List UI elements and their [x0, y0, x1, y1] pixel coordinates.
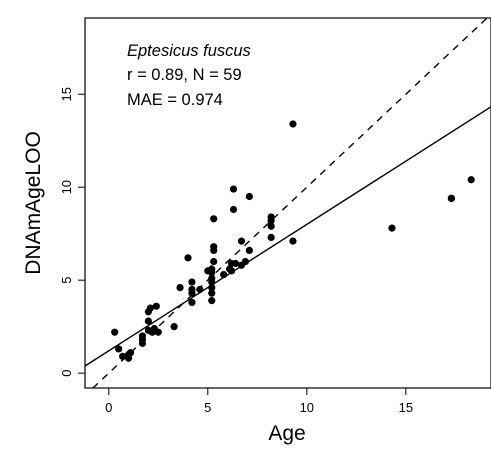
- data-point: [210, 215, 218, 223]
- data-point: [227, 267, 236, 275]
- data-point: [144, 317, 152, 325]
- x-tick-label: 10: [300, 400, 314, 415]
- y-tick-label: 5: [59, 277, 74, 284]
- data-point: [267, 213, 275, 221]
- y-tick-label: 0: [59, 370, 74, 377]
- data-point: [245, 246, 253, 255]
- y-tick-label: 10: [59, 180, 74, 194]
- data-point: [208, 274, 216, 282]
- data-point: [208, 289, 216, 297]
- y-tick-label: 15: [59, 87, 74, 101]
- data-point: [188, 278, 196, 286]
- data-point: [231, 259, 240, 268]
- data-point: [241, 257, 250, 266]
- data-point: [289, 120, 297, 128]
- data-point: [115, 345, 123, 353]
- x-axis-title: Age: [268, 422, 305, 445]
- data-point: [267, 222, 275, 230]
- data-point: [176, 283, 184, 292]
- data-point: [138, 332, 147, 340]
- data-point: [126, 349, 135, 357]
- data-point: [229, 205, 238, 214]
- regression-line: [85, 105, 491, 367]
- data-point: [119, 352, 127, 360]
- data-point: [146, 304, 154, 312]
- data-point: [229, 185, 238, 193]
- data-point: [210, 257, 218, 266]
- species-label: Eptesicus fuscus: [127, 42, 251, 60]
- data-point: [188, 298, 196, 307]
- data-point: [267, 233, 275, 241]
- data-point: [210, 243, 218, 251]
- data-point: [196, 285, 204, 294]
- data-point: [152, 302, 160, 310]
- data-point: [184, 254, 192, 262]
- data-point: [245, 192, 253, 201]
- data-point: [154, 328, 162, 336]
- data-point: [111, 328, 119, 336]
- x-tick-label: 5: [204, 400, 211, 415]
- y-axis-title: DNAmAgeLOO: [22, 131, 45, 275]
- data-point: [388, 224, 396, 232]
- x-tick-label: 0: [105, 400, 112, 415]
- data-point: [467, 176, 475, 184]
- data-point: [170, 323, 178, 331]
- stats-label: r = 0.89, N = 59: [127, 66, 242, 84]
- data-point: [208, 283, 216, 292]
- data-point: [208, 297, 216, 305]
- data-point: [208, 265, 216, 273]
- data-point: [188, 285, 196, 294]
- data-point: [220, 270, 228, 279]
- x-tick-label: 15: [399, 400, 413, 415]
- data-point: [237, 237, 246, 245]
- data-point: [289, 237, 297, 245]
- mae-label: MAE = 0.974: [127, 91, 223, 109]
- plot-frame: [84, 17, 491, 389]
- data-point: [447, 194, 455, 202]
